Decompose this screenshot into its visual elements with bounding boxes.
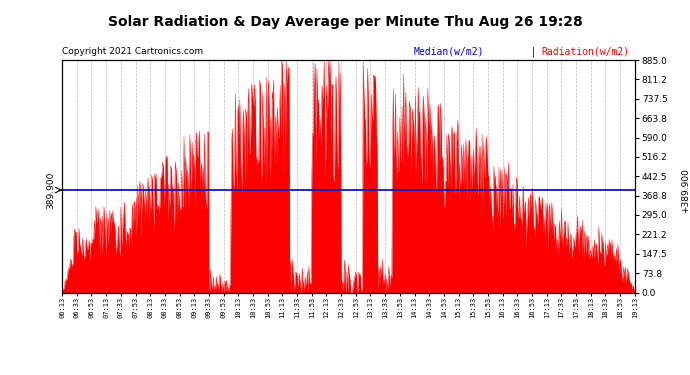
Text: Copyright 2021 Cartronics.com: Copyright 2021 Cartronics.com — [62, 47, 204, 56]
Text: Radiation(w/m2): Radiation(w/m2) — [542, 47, 630, 57]
Text: |: | — [531, 47, 535, 57]
Text: Solar Radiation & Day Average per Minute Thu Aug 26 19:28: Solar Radiation & Day Average per Minute… — [108, 15, 582, 29]
Text: +389.900: +389.900 — [680, 168, 689, 213]
Text: Median(w/m2): Median(w/m2) — [414, 47, 484, 57]
